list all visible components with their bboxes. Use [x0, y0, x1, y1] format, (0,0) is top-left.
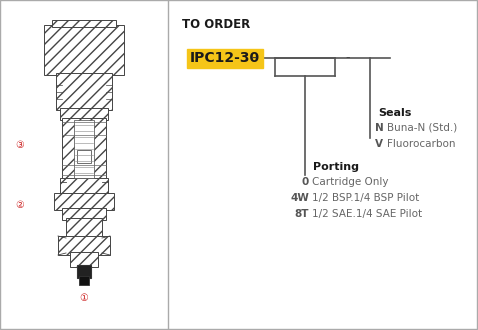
Bar	[74, 120, 94, 178]
Text: IPC12-30: IPC12-30	[190, 51, 260, 65]
Bar	[54, 193, 114, 210]
Bar	[58, 236, 110, 255]
Text: Porting: Porting	[313, 162, 359, 172]
Text: TO ORDER: TO ORDER	[182, 18, 250, 31]
Bar	[77, 150, 91, 163]
Text: -: -	[248, 51, 257, 65]
Bar	[44, 25, 124, 75]
Bar	[62, 118, 106, 180]
Text: ③: ③	[16, 140, 24, 150]
Bar	[56, 73, 112, 110]
Bar	[70, 252, 98, 267]
Text: 1/2 BSP.1/4 BSP Pilot: 1/2 BSP.1/4 BSP Pilot	[312, 193, 419, 203]
Text: 0: 0	[302, 177, 309, 187]
Text: 8T: 8T	[294, 209, 309, 219]
Text: 4W: 4W	[290, 193, 309, 203]
Text: -: -	[346, 51, 350, 64]
Bar	[66, 218, 102, 238]
Bar	[77, 265, 91, 278]
Bar	[62, 208, 106, 220]
Text: 1/2 SAE.1/4 SAE Pilot: 1/2 SAE.1/4 SAE Pilot	[312, 209, 422, 219]
Bar	[60, 178, 108, 195]
Text: ①: ①	[80, 293, 88, 303]
Text: Buna-N (Std.): Buna-N (Std.)	[387, 123, 457, 133]
Text: V: V	[375, 139, 383, 149]
Text: N: N	[375, 123, 384, 133]
Text: ②: ②	[16, 200, 24, 210]
Text: Seals: Seals	[378, 108, 412, 118]
Text: Fluorocarbon: Fluorocarbon	[387, 139, 456, 149]
Bar	[52, 20, 116, 27]
Bar	[60, 108, 108, 120]
Bar	[79, 276, 89, 285]
Text: Cartridge Only: Cartridge Only	[312, 177, 389, 187]
